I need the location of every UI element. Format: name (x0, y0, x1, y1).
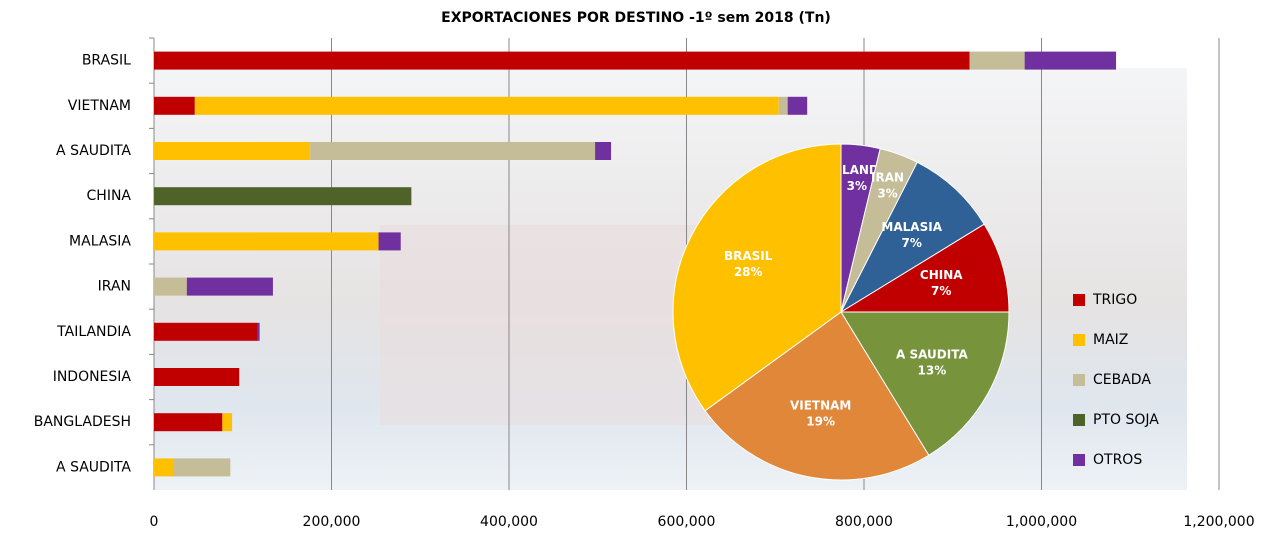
bar-segment (154, 142, 311, 160)
bar-segment (787, 96, 808, 115)
pie-slice (839, 161, 985, 314)
y-tick-label: A SAUDITA (56, 143, 131, 159)
bar-segment (969, 51, 1025, 70)
y-tick-label: INDONESIA (53, 369, 132, 385)
legend-label: MAIZ (1093, 332, 1128, 348)
pie-label-value: 13% (918, 363, 947, 377)
bar-segment (194, 96, 779, 115)
legend-label: OTROS (1093, 452, 1142, 468)
x-tick-label: 0 (150, 514, 159, 530)
pie-label-value: 28% (734, 265, 763, 279)
bar-segment (173, 458, 231, 477)
legend-swatch (1073, 334, 1085, 346)
x-tick-label: 800,000 (835, 514, 893, 530)
bar-segment (154, 458, 174, 477)
legend-label: CEBADA (1093, 372, 1151, 388)
bar-segment (257, 322, 260, 341)
bar-segment (154, 96, 195, 115)
legend-label: PTO SOJA (1093, 412, 1159, 428)
bar-segment (154, 232, 379, 251)
bar-segment (154, 322, 258, 341)
pie-label-name: CHINA (920, 268, 963, 282)
legend-swatch (1073, 454, 1085, 466)
pie-label-name: BRASIL (724, 249, 773, 263)
legend-swatch (1073, 374, 1085, 386)
y-tick-label: BANGLADESH (34, 414, 131, 430)
bar-segment (222, 413, 233, 432)
x-tick-label: 200,000 (303, 514, 361, 530)
bar-segment (378, 232, 401, 251)
bar-segment (154, 368, 240, 386)
bar-segment (154, 51, 970, 70)
bar-segment (1024, 51, 1117, 70)
pie-label-name: VIETNAM (790, 399, 851, 413)
pie-slice (840, 311, 1010, 456)
legend-swatch (1073, 294, 1085, 306)
y-tick-label: BRASIL (82, 53, 131, 69)
bar-segment (154, 187, 412, 206)
y-tick-label: VIETNAM (68, 98, 131, 114)
y-tick-label: MALASIA (69, 233, 131, 249)
bar-segment (595, 142, 612, 160)
legend-swatch (1073, 414, 1085, 426)
pie-label-value: 7% (902, 236, 922, 250)
pie-label-value: 19% (806, 415, 835, 429)
pie-label-value: 3% (877, 186, 897, 200)
pie-label-value: 3% (847, 179, 867, 193)
bar-segment (186, 277, 273, 296)
pie-label-value: 7% (931, 284, 951, 298)
pie-label-name: A SAUDITA (896, 347, 968, 361)
bar-segment (778, 96, 788, 115)
pie-label-name: MALASIA (881, 220, 942, 234)
y-tick-label: A SAUDITA (56, 459, 131, 475)
pie-slice (672, 143, 842, 412)
y-tick-label: TAILANDIA (56, 324, 131, 340)
x-tick-label: 400,000 (480, 514, 538, 530)
pie-label-name: IRAN (871, 170, 904, 184)
x-tick-label: 1,000,000 (1006, 514, 1077, 530)
pie-slice (839, 223, 1010, 313)
y-tick-label: IRAN (98, 279, 131, 295)
chart-title: EXPORTACIONES POR DESTINO -1º sem 2018 (… (441, 10, 831, 26)
bar-segment (310, 142, 596, 160)
legend-label: TRIGO (1092, 292, 1137, 308)
x-tick-label: 600,000 (658, 514, 716, 530)
bar-segment (154, 413, 223, 432)
pie-slice (704, 311, 930, 481)
y-tick-label: CHINA (87, 188, 132, 204)
x-tick-label: 1,200,000 (1183, 514, 1254, 530)
bar-segment (154, 277, 187, 296)
